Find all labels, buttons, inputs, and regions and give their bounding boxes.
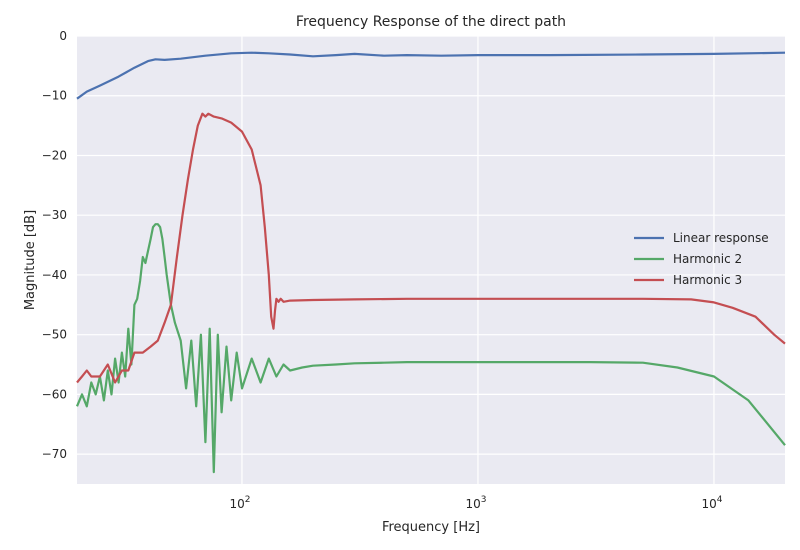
series-line-3 bbox=[76, 112, 786, 384]
x-tick-label: 103 bbox=[465, 495, 486, 511]
y-tick-label: −40 bbox=[42, 268, 67, 282]
y-tick-label: −10 bbox=[42, 89, 67, 103]
y-tick-label: −30 bbox=[42, 208, 67, 222]
series-line-1 bbox=[76, 51, 786, 100]
y-tick-label: −20 bbox=[42, 148, 67, 162]
legend-label: Harmonic 3 bbox=[673, 273, 742, 287]
y-tick-label: 0 bbox=[59, 29, 67, 43]
plot-background bbox=[77, 36, 785, 484]
chart-title: Frequency Response of the direct path bbox=[296, 14, 566, 30]
y-axis-label: Magnitude [dB] bbox=[23, 210, 38, 310]
x-tick-label: 102 bbox=[229, 495, 250, 511]
x-axis-label: Frequency [Hz] bbox=[382, 520, 480, 535]
y-tick-label: −70 bbox=[42, 447, 67, 461]
grid bbox=[77, 35, 785, 484]
legend-label: Linear response bbox=[673, 231, 769, 245]
x-tick-label: 104 bbox=[701, 495, 722, 511]
legend: Linear response Harmonic 2 Harmonic 3 bbox=[634, 231, 769, 287]
y-tick-label: −50 bbox=[42, 328, 67, 342]
y-tick-label: −60 bbox=[42, 387, 67, 401]
legend-label: Harmonic 2 bbox=[673, 252, 742, 266]
series-line-2 bbox=[75, 223, 786, 474]
x-tick-labels: 102 103 104 bbox=[229, 495, 722, 511]
series-layer bbox=[75, 51, 786, 474]
y-tick-labels: 0 −10 −20 −30 −40 −50 −60 −70 bbox=[42, 29, 67, 461]
